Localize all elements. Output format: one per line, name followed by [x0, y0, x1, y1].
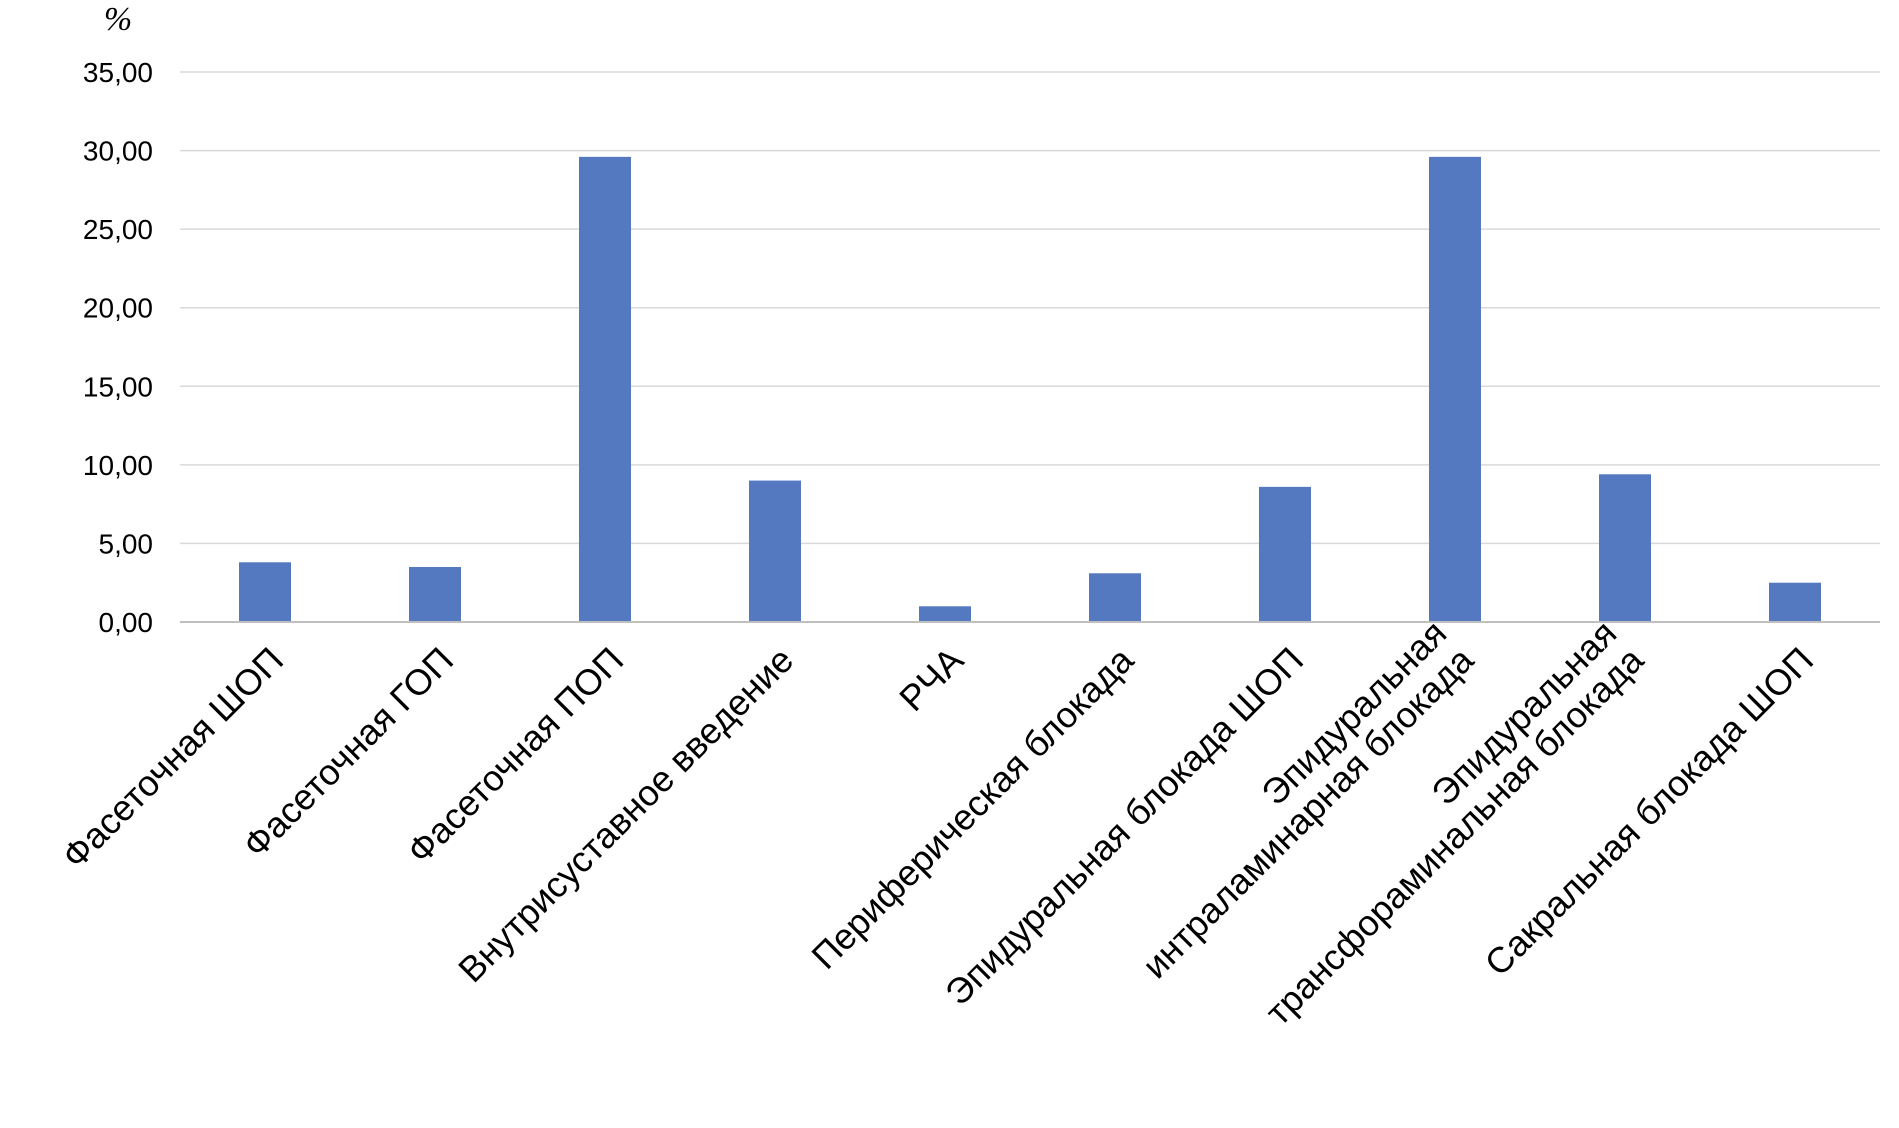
- y-tick-label: 25,00: [83, 214, 153, 245]
- bars: [239, 156, 1821, 622]
- bar: [1259, 486, 1311, 622]
- bar: [919, 606, 971, 622]
- y-tick-label: 20,00: [83, 293, 153, 324]
- y-axis-unit-label: %: [104, 1, 132, 38]
- x-category-label-line: Внутрисуставное введение: [450, 639, 801, 990]
- x-category-label-line: интраламинарная блокада: [1134, 638, 1482, 986]
- y-tick-label: 35,00: [83, 57, 153, 88]
- bar: [1599, 474, 1651, 622]
- x-category-label-line: трансфораминальная блокада: [1257, 638, 1652, 1033]
- x-category-label-line: РЧА: [891, 639, 971, 719]
- y-axis-tick-labels: 0,00 5,00 10,00 15,00 20,00 25,00 30,00 35,00: [83, 57, 153, 638]
- bar: [749, 480, 801, 622]
- x-category-label: Периферическая блокада: [803, 638, 1141, 976]
- bar: [1089, 573, 1141, 622]
- bar: [1429, 156, 1481, 622]
- bar: [1769, 582, 1821, 622]
- bar: [579, 156, 631, 622]
- x-category-label: Внутрисуставное введение: [450, 639, 801, 990]
- bar: [239, 562, 291, 622]
- y-tick-label: 15,00: [83, 371, 153, 402]
- x-category-label-line: Эпидуральная блокада ШОП: [937, 639, 1311, 1013]
- bar: [409, 567, 461, 622]
- x-category-label-line: Периферическая блокада: [803, 638, 1141, 976]
- y-tick-label: 30,00: [83, 136, 153, 167]
- y-tick-label: 5,00: [99, 528, 154, 559]
- x-category-label: Эпидуральная блокада ШОП: [937, 639, 1311, 1013]
- grid-lines: [180, 71, 1880, 545]
- y-tick-label: 0,00: [99, 607, 154, 638]
- y-tick-label: 10,00: [83, 450, 153, 481]
- x-category-label: РЧА: [891, 639, 971, 719]
